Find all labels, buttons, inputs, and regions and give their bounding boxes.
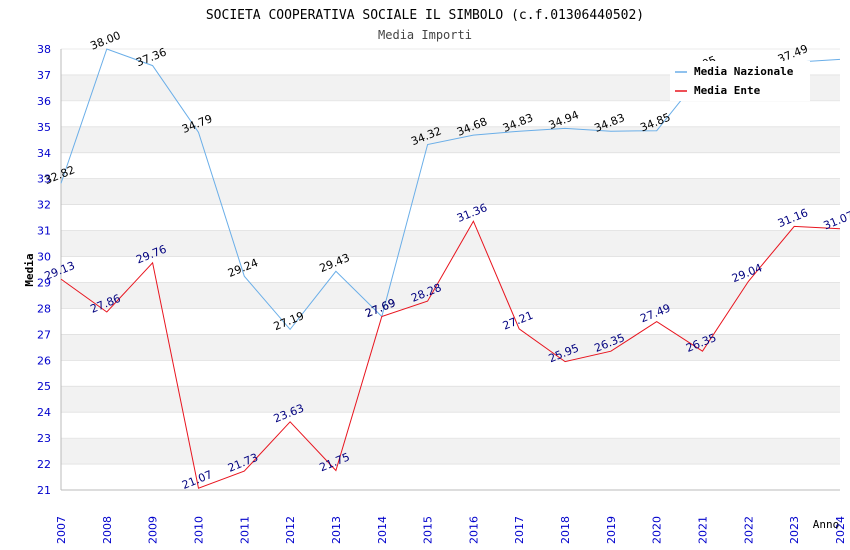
x-tick-label: 2020 [651,516,664,544]
x-tick-label: 2013 [330,516,343,544]
y-tick-label: 27 [37,328,51,341]
grid-bands [61,74,840,465]
y-tick-label: 35 [37,121,51,134]
x-tick-label: 2010 [192,516,205,544]
data-label-ente: 29.04 [730,261,764,285]
data-label-ente: 21.07 [180,468,214,492]
x-tick-label: 2015 [422,516,435,544]
x-tick-label: 2008 [101,516,114,544]
x-tick-label: 2012 [284,516,297,544]
data-label-nazionale: 27.19 [272,309,306,333]
x-axis-label: Anno [813,518,840,531]
y-axis-label: Media [23,253,36,286]
grid-band [61,386,840,413]
y-tick-label: 25 [37,380,51,393]
legend: Media Nazionale Media Ente [670,61,810,101]
y-tick-label: 21 [37,484,51,497]
data-label-nazionale: 29.24 [226,256,260,280]
series-lines [60,48,841,489]
x-tick-label: 2014 [376,516,389,544]
grid-band [61,334,840,361]
y-tick-label: 34 [37,147,51,160]
y-tick-label: 37 [37,69,51,82]
x-tick-label: 2017 [513,516,526,544]
y-tick-label: 28 [37,302,51,315]
grid-band [61,230,840,257]
data-label-ente: 27.21 [501,309,535,333]
axes [60,49,840,491]
y-tick-label: 38 [37,43,51,56]
grid-band [61,438,840,465]
series-line-ente [60,220,841,489]
y-tick-label: 33 [37,173,51,186]
y-tick-label: 29 [37,276,51,289]
x-tick-label: 2016 [467,516,480,544]
x-tick-label: 2021 [697,516,710,544]
x-tick-label: 2023 [788,516,801,544]
grid-band [61,178,840,205]
y-tick-label: 26 [37,354,51,367]
y-tick-label: 30 [37,251,51,264]
y-axis-ticks: 21 22 23 24 25 26 27 28 29 30 31 32 33 34 35 36 37 38 [37,43,51,497]
legend-label-nazionale: Media Nazionale [694,65,794,78]
x-tick-label: 2019 [605,516,618,544]
y-tick-label: 22 [37,458,51,471]
x-tick-label: 2022 [742,516,755,544]
x-tick-label: 2024 [834,516,847,544]
y-tick-label: 36 [37,95,51,108]
grid-lines [61,48,840,491]
y-tick-label: 31 [37,225,51,238]
x-tick-label: 2007 [55,516,68,544]
x-tick-label: 2018 [559,516,572,544]
grid-band [61,282,840,309]
legend-background [670,61,810,101]
y-tick-label: 32 [37,199,51,212]
legend-label-ente: Media Ente [694,84,761,97]
y-tick-label: 23 [37,432,51,445]
chart-title: SOCIETA COOPERATIVA SOCIALE IL SIMBOLO (… [206,8,644,23]
x-tick-label: 2011 [238,516,251,544]
y-tick-label: 24 [37,406,51,419]
chart-subtitle: Media Importi [378,28,472,42]
x-axis-ticks: 2007 2008 2009 2010 2011 2012 2013 2014 2015 2016… [55,516,847,544]
x-tick-label: 2009 [147,516,160,544]
